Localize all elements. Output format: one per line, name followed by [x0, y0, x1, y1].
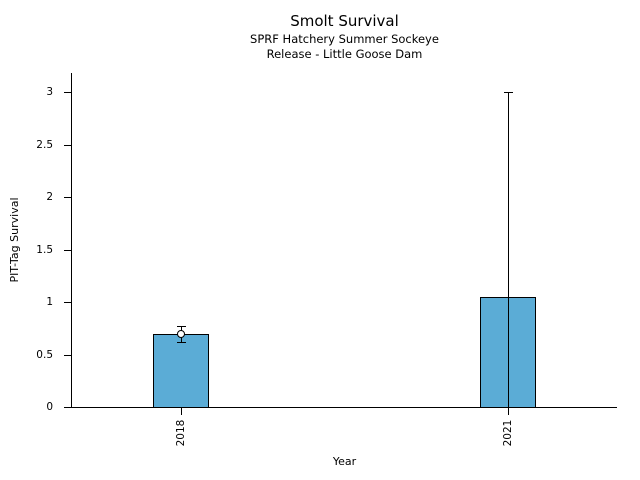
y-tick-label: 2 [46, 191, 53, 203]
chart-title: Smolt Survival [290, 12, 399, 30]
y-tick-label: 1 [46, 296, 53, 308]
error-bar-cap [176, 326, 186, 328]
y-tick [64, 92, 71, 93]
error-bar-cap [176, 341, 186, 343]
error-bar-cap [503, 92, 513, 93]
y-tick [64, 354, 71, 356]
y-tick [64, 302, 71, 303]
x-axis-spine [71, 407, 617, 408]
y-tick-label: 1.5 [36, 243, 53, 256]
y-tick [64, 407, 71, 408]
y-tick [64, 197, 71, 198]
y-tick [64, 144, 71, 146]
y-tick [64, 249, 71, 251]
y-tick-label: 0 [46, 401, 53, 413]
x-tick [507, 408, 509, 415]
chart-subtitle-line2: Release - Little Goose Dam [266, 47, 423, 61]
x-tick [180, 408, 182, 415]
x-tick-label: 2018 [175, 419, 187, 447]
bar-2018 [153, 333, 209, 408]
y-tick-label: 3 [46, 86, 53, 98]
y-axis-spine [71, 73, 72, 408]
x-axis-label: Year [332, 455, 357, 468]
x-tick-label: 2021 [502, 419, 514, 447]
data-point-marker [177, 329, 185, 338]
error-bar-line [507, 92, 509, 407]
y-tick-label: 0.5 [36, 348, 53, 361]
chart-subtitle-line1: SPRF Hatchery Summer Sockeye [250, 32, 439, 46]
y-tick-label: 2.5 [36, 138, 53, 151]
